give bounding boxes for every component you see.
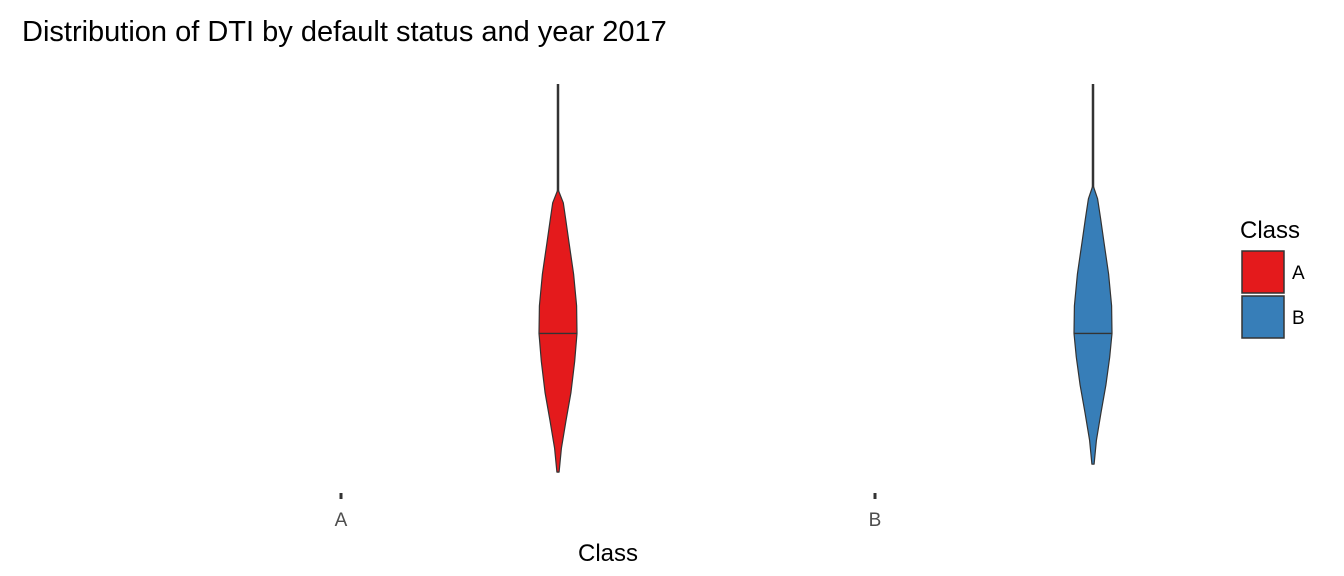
chart-title: Distribution of DTI by default status an…	[22, 16, 667, 48]
legend: Class A B	[1240, 217, 1305, 339]
x-axis-title: Class	[578, 540, 638, 567]
legend-key-b	[1241, 295, 1285, 339]
legend-label-b: B	[1292, 308, 1305, 329]
x-tick-label-a: A	[335, 510, 348, 531]
legend-title: Class	[1240, 217, 1300, 244]
violin-b	[1073, 84, 1113, 465]
plot-panel	[538, 84, 1113, 473]
legend-label-a: A	[1292, 263, 1305, 284]
violin-body	[1073, 186, 1113, 465]
violin-body	[538, 190, 578, 473]
x-tick-label-b: B	[869, 510, 882, 531]
legend-key-a	[1241, 250, 1285, 294]
violin-a	[538, 84, 578, 473]
